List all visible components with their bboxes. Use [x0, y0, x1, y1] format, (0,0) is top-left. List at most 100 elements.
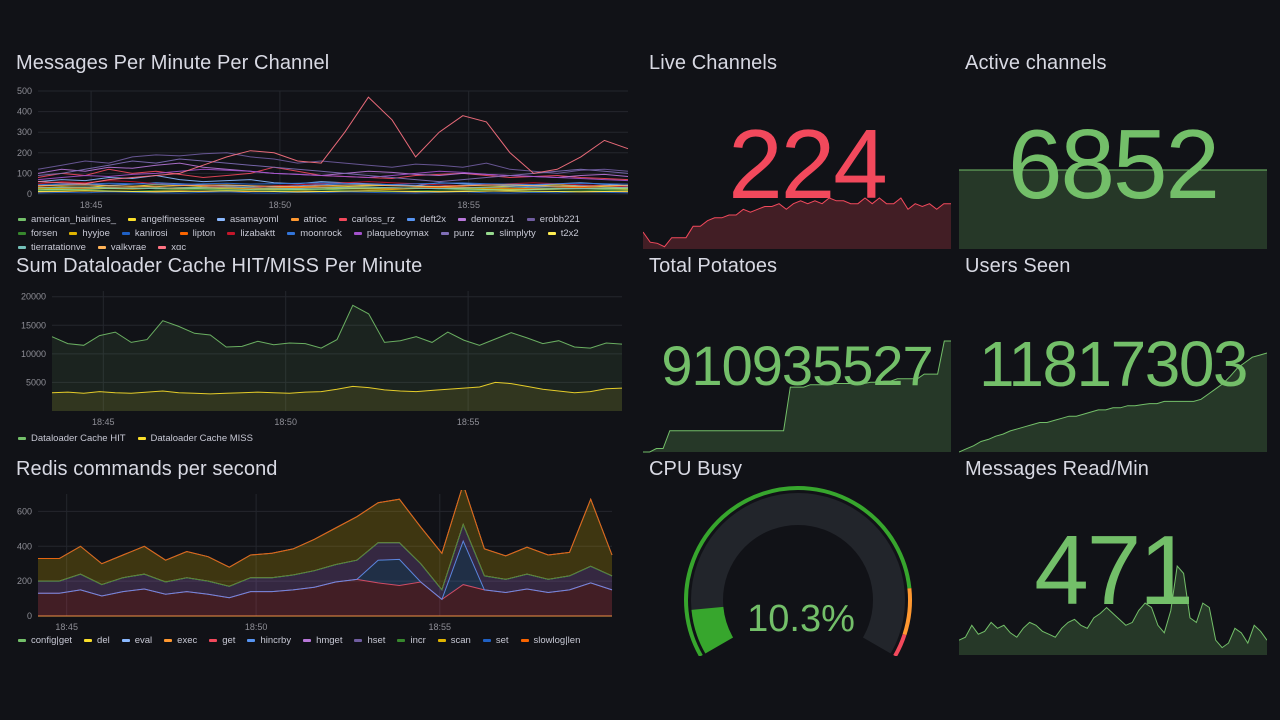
legend-label: config|get: [31, 635, 73, 646]
y-tick-label: 400: [17, 541, 32, 551]
legend-label: incr: [410, 635, 426, 646]
legend-label: punz: [453, 228, 475, 239]
legend-label: atrioc: [303, 214, 327, 225]
legend-swatch: [164, 639, 173, 642]
legend-item[interactable]: deft2x: [407, 214, 446, 225]
legend-label: demonzz1: [470, 214, 515, 225]
legend-swatch: [482, 639, 491, 642]
panel-title[interactable]: Total Potatoes: [649, 255, 778, 277]
series-line: [38, 539, 613, 601]
legend-swatch: [121, 639, 130, 642]
legend-item[interactable]: t2x2: [547, 228, 579, 239]
y-tick-label: 15000: [21, 320, 46, 330]
legend-item[interactable]: demonzz1: [457, 214, 515, 225]
panel-title[interactable]: Messages Read/Min: [965, 458, 1150, 480]
legend-label: american_hairlines_: [31, 214, 117, 225]
legend-item[interactable]: exec: [164, 635, 197, 646]
legend-item[interactable]: plaqueboymax: [353, 228, 429, 239]
legend-item[interactable]: hincrby: [247, 635, 291, 646]
legend-swatch: [303, 639, 312, 642]
series-line: [37, 182, 629, 186]
legend-item[interactable]: carloss_rz: [338, 214, 396, 225]
legend-swatch: [18, 437, 26, 440]
legend-item[interactable]: hyyjoe: [69, 228, 110, 239]
legend-item[interactable]: incr: [397, 635, 426, 646]
legend-item[interactable]: get: [209, 635, 235, 646]
legend-item[interactable]: hset: [354, 635, 385, 646]
legend-label: hincrby: [260, 635, 292, 646]
cache-chart[interactable]: 20000 15000 10000 5000 18:45 18:50 18:55: [10, 287, 635, 427]
sparkline-area: [959, 353, 1267, 452]
panel-title[interactable]: Active channels: [965, 52, 1107, 74]
series-line: [37, 158, 629, 183]
legend-swatch: [354, 639, 363, 642]
series-line: [37, 96, 629, 185]
legend-item[interactable]: moonrock: [287, 228, 342, 239]
messages-chart[interactable]: 500 400 300 200 100 0 18:45 18:50 18:55: [10, 84, 635, 236]
gauge-threshold-red: [893, 633, 907, 656]
legend-swatch: [179, 232, 188, 235]
legend-swatch: [128, 218, 137, 221]
series-line: [37, 190, 629, 193]
legend-item[interactable]: scan: [437, 635, 471, 646]
legend-item[interactable]: valkyrae: [97, 242, 147, 250]
legend-item[interactable]: slowlog|len: [520, 635, 580, 646]
users-seen-sparkline: [959, 352, 1267, 453]
gauge-track: [691, 493, 905, 654]
x-tick-label: 18:55: [457, 417, 480, 427]
series-line: [37, 168, 629, 182]
series-area: [52, 305, 622, 411]
legend-item[interactable]: hmget: [303, 635, 342, 646]
legend-item[interactable]: punz: [440, 228, 475, 239]
cpu-busy-panel: CPU Busy 10.3%: [643, 456, 951, 656]
series-line: [37, 191, 629, 194]
panel-title[interactable]: CPU Busy: [649, 458, 743, 480]
legend-swatch: [397, 639, 406, 642]
series-line: [51, 381, 623, 395]
legend-swatch: [18, 218, 26, 221]
legend-item[interactable]: set: [482, 635, 509, 646]
legend-label: hset: [367, 635, 386, 646]
panel-title[interactable]: Users Seen: [965, 255, 1071, 277]
sparkline-area: [959, 170, 1267, 249]
legend-item[interactable]: erobb221: [526, 214, 580, 225]
active-channels-sparkline: [959, 169, 1267, 249]
legend-item[interactable]: atrioc: [290, 214, 327, 225]
legend-item[interactable]: asamayoml: [216, 214, 279, 225]
y-tick-label: 0: [27, 189, 32, 199]
legend-item[interactable]: angelfinesseee: [128, 214, 205, 225]
legend-item[interactable]: Dataloader Cache HIT: [18, 433, 126, 444]
legend-swatch: [69, 232, 78, 235]
legend-swatch: [520, 639, 529, 642]
legend-item[interactable]: del: [84, 635, 110, 646]
sparkline-area: [959, 566, 1267, 655]
legend-label: xqc: [171, 242, 187, 250]
panel-title[interactable]: Sum Dataloader Cache HIT/MISS Per Minute: [16, 255, 423, 277]
active-channels-panel: Active channels 6852: [959, 50, 1267, 250]
redis-commands-panel: Redis commands per second 600 400 200 0 18:4…: [10, 456, 635, 656]
legend-item[interactable]: config|get: [18, 635, 72, 646]
panel-title[interactable]: Live Channels: [649, 52, 778, 74]
legend-item[interactable]: Dataloader Cache MISS: [137, 433, 253, 444]
legend-item[interactable]: forsen: [18, 228, 57, 239]
panel-title[interactable]: Messages Per Minute Per Channel: [16, 52, 330, 74]
legend-item[interactable]: slimplyty: [486, 228, 536, 239]
legend-swatch: [440, 232, 449, 235]
legend-item[interactable]: xqc: [158, 242, 186, 250]
series-line: [38, 490, 613, 568]
x-tick-label: 18:55: [429, 622, 452, 632]
legend-item[interactable]: lipton: [179, 228, 215, 239]
panel-title[interactable]: Redis commands per second: [16, 458, 278, 480]
legend-swatch: [18, 232, 26, 235]
legend-item[interactable]: eval: [121, 635, 152, 646]
legend-label: carloss_rz: [351, 214, 396, 225]
legend-label: hmget: [316, 635, 343, 646]
legend-item[interactable]: tierratationye: [18, 242, 86, 250]
legend-item[interactable]: american_hairlines_: [18, 214, 116, 225]
legend-label: valkyrae: [110, 242, 147, 250]
legend-item[interactable]: kanirosi: [121, 228, 168, 239]
redis-chart[interactable]: 600 400 200 0 18:45 18:50 18:55: [10, 490, 635, 638]
total-potatoes-panel: Total Potatoes 910935527: [643, 253, 951, 453]
legend-label: tierratationye: [31, 242, 86, 250]
legend-item[interactable]: lizabaktt: [227, 228, 275, 239]
